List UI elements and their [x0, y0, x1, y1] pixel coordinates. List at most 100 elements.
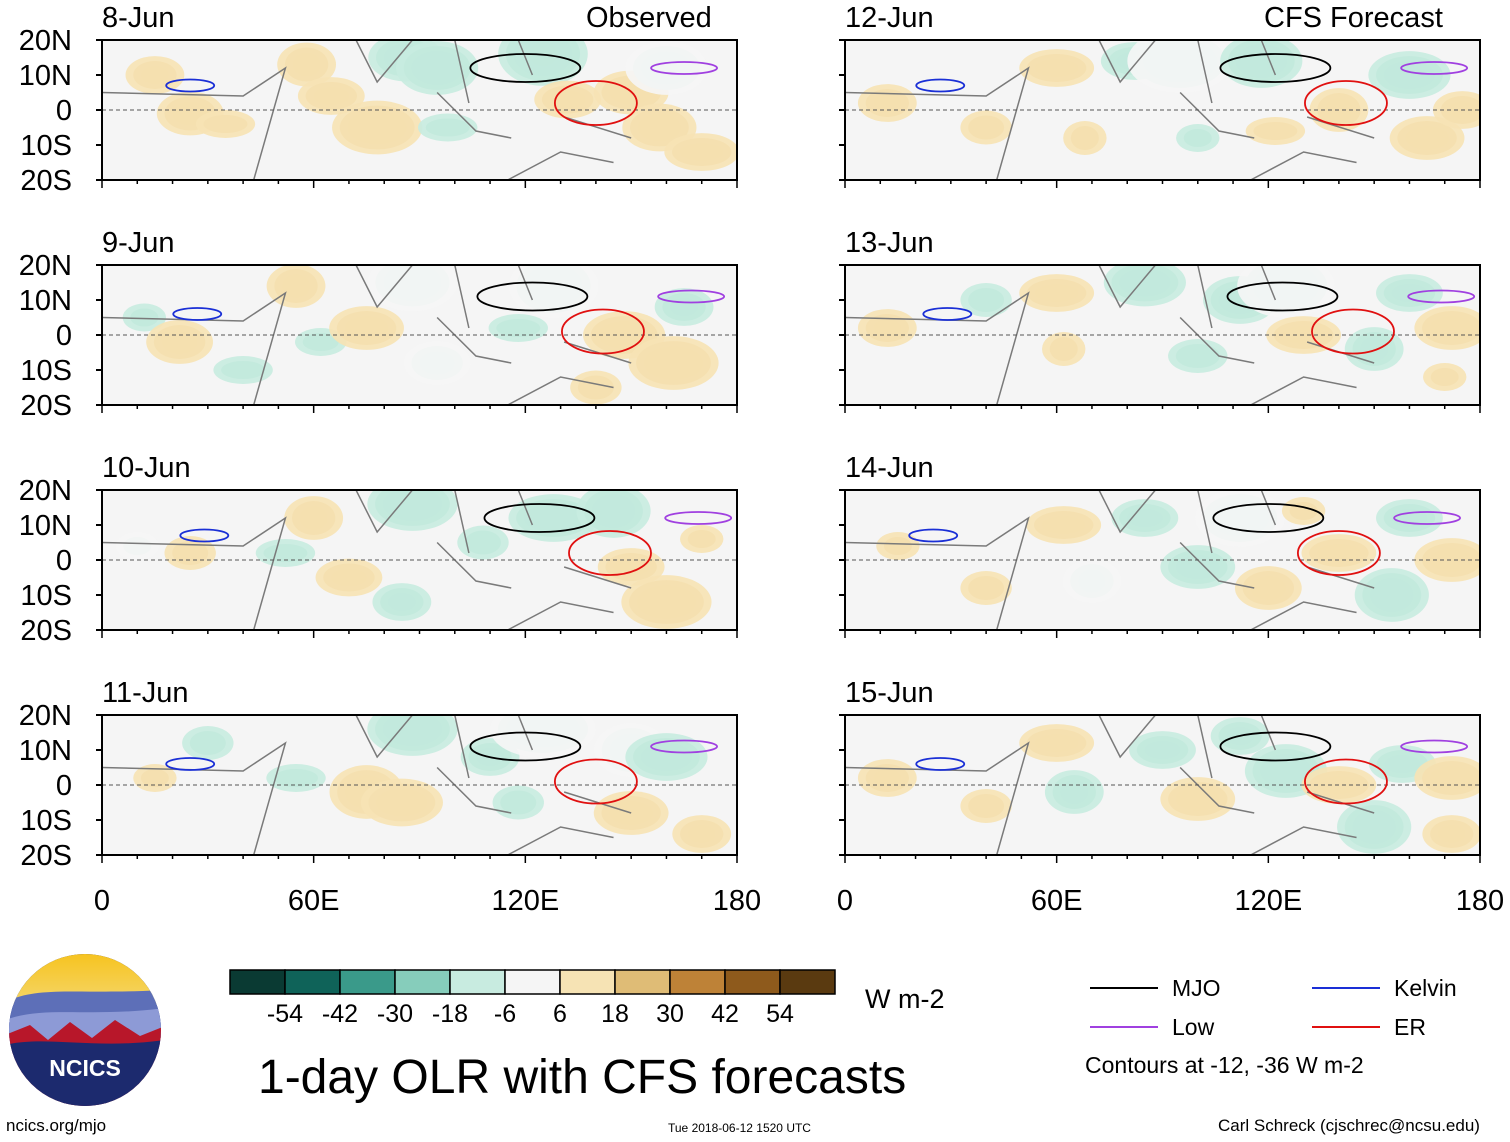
er-contour — [1311, 308, 1395, 355]
olr-anomaly-blob — [284, 496, 344, 540]
y-tick-label: 10S — [20, 130, 72, 162]
y-tick-label: 20S — [20, 165, 72, 197]
olr-anomaly-blob — [1376, 499, 1443, 537]
er-contour — [1304, 758, 1388, 805]
panel-8-jun — [101, 39, 738, 181]
logo-text: NCICS — [49, 1055, 121, 1081]
x-tick-label: 0 — [94, 885, 110, 917]
kelvin-contour — [915, 78, 966, 93]
panel-13-jun — [844, 264, 1481, 406]
panel-date-12-jun: 12-Jun — [845, 2, 934, 34]
colorbar-swatch — [394, 969, 451, 995]
coastlines — [845, 490, 1375, 630]
mjo-contour — [476, 281, 589, 312]
olr-anomaly-blob — [1414, 306, 1480, 350]
x-tick-label: 60E — [288, 885, 340, 917]
x-tick-label: 120E — [1234, 885, 1302, 917]
panel-date-14-jun: 14-Jun — [845, 452, 934, 484]
y-tick-label: 0 — [56, 320, 72, 352]
kelvin-contour — [915, 757, 966, 771]
olr-anomaly-blob — [1103, 265, 1186, 307]
mjo-contour — [483, 503, 596, 533]
y-tick-label: 20S — [20, 840, 72, 872]
olr-anomaly-blob — [1368, 51, 1451, 99]
olr-anomaly-blob — [960, 283, 1012, 317]
colorbar-tick-label: 54 — [766, 1000, 794, 1028]
er-contour — [568, 530, 652, 576]
legend-label-kelvin: Kelvin — [1394, 975, 1457, 1001]
olr-anomaly-blob — [1129, 731, 1196, 769]
olr-anomaly-blob — [372, 583, 432, 621]
forecast-label: CFS Forecast — [1264, 2, 1443, 34]
olr-anomaly-blob — [960, 110, 1012, 145]
low-contour — [1407, 289, 1476, 304]
olr-anomaly-blob — [625, 41, 708, 95]
olr-anomaly-blob — [1026, 506, 1102, 544]
footer-author: Carl Schreck (cjschrec@ncsu.edu) — [1218, 1116, 1480, 1135]
olr-anomaly-blob — [403, 341, 471, 385]
olr-anomaly-blob — [1422, 815, 1480, 853]
er-contour — [1304, 80, 1388, 126]
olr-anomaly-blob — [1414, 756, 1480, 800]
coastlines — [102, 40, 632, 180]
olr-anomaly-blob — [125, 56, 185, 94]
olr-anomaly-blob — [625, 733, 708, 781]
y-tick-label: 10S — [20, 580, 72, 612]
olr-anomaly-blob — [1019, 274, 1095, 312]
colorbar-tick-label: -6 — [494, 1000, 516, 1028]
x-tick-label: 120E — [491, 885, 559, 917]
y-tick-label: 20S — [20, 615, 72, 647]
y-tick-label: 0 — [56, 770, 72, 802]
panel-9-jun — [101, 264, 738, 406]
colorbar-tick-label: -18 — [432, 1000, 468, 1028]
olr-anomaly-blob — [1354, 568, 1429, 622]
colorbar-units: W m-2 — [865, 984, 945, 1014]
colorbar-swatch — [779, 969, 836, 995]
panel-date-15-jun: 15-Jun — [845, 677, 934, 709]
colorbar-swatch — [339, 969, 396, 995]
colorbar-group: -54 -42 -30 -18 -6 6 18 30 42 54 — [229, 969, 836, 1028]
mjo-contour — [1219, 731, 1332, 762]
low-contour — [1400, 61, 1469, 75]
olr-anomaly-blob — [182, 726, 234, 760]
olr-anomaly-blob — [508, 494, 599, 542]
colorbar-swatch — [504, 969, 561, 995]
colorbar-tick-label: 6 — [553, 1000, 567, 1028]
panel-11-jun — [101, 714, 738, 856]
colorbar-tick-label: 42 — [711, 1000, 739, 1028]
olr-anomaly-blob — [367, 265, 458, 312]
mjo-contour — [469, 731, 582, 762]
panel-14-jun — [844, 489, 1481, 631]
olr-anomaly-blob — [418, 113, 478, 142]
contour-note: Contours at -12, -36 W m-2 — [1085, 1052, 1364, 1078]
olr-anomaly-blob — [960, 571, 1012, 605]
low-contour — [664, 511, 733, 525]
olr-anomaly-blob — [122, 303, 167, 332]
low-contour — [650, 739, 718, 754]
kelvin-contour — [908, 528, 959, 543]
legend-label-low: Low — [1172, 1014, 1215, 1040]
mjo-contour — [1219, 53, 1332, 83]
olr-anomaly-blob — [360, 778, 443, 827]
olr-anomaly-blob — [297, 77, 365, 115]
olr-anomaly-blob — [508, 265, 599, 318]
colorbar-tick-label: -30 — [377, 1000, 413, 1028]
y-tick-label: 0 — [56, 95, 72, 127]
olr-anomaly-blob — [857, 84, 917, 122]
olr-anomaly-blob — [1127, 40, 1233, 93]
x-tick-label: 180 — [1456, 885, 1504, 917]
mjo-contour — [1226, 281, 1339, 312]
olr-anomaly-blob — [1389, 116, 1465, 160]
olr-anomaly-blob — [1245, 117, 1306, 145]
kelvin-contour — [172, 307, 223, 321]
low-contour — [650, 61, 718, 75]
olr-anomaly-blob — [534, 80, 602, 119]
x-tick-label: 180 — [713, 885, 761, 917]
legend-label-er: ER — [1394, 1014, 1426, 1040]
olr-anomaly-blob — [680, 525, 724, 553]
olr-anomaly-blob — [1019, 49, 1095, 87]
axes-group: 20N10N010S20S20N10N010S20S20N10N010S20S2… — [19, 25, 1504, 917]
panel-10-jun — [101, 489, 738, 631]
panel-date-13-jun: 13-Jun — [845, 227, 934, 259]
